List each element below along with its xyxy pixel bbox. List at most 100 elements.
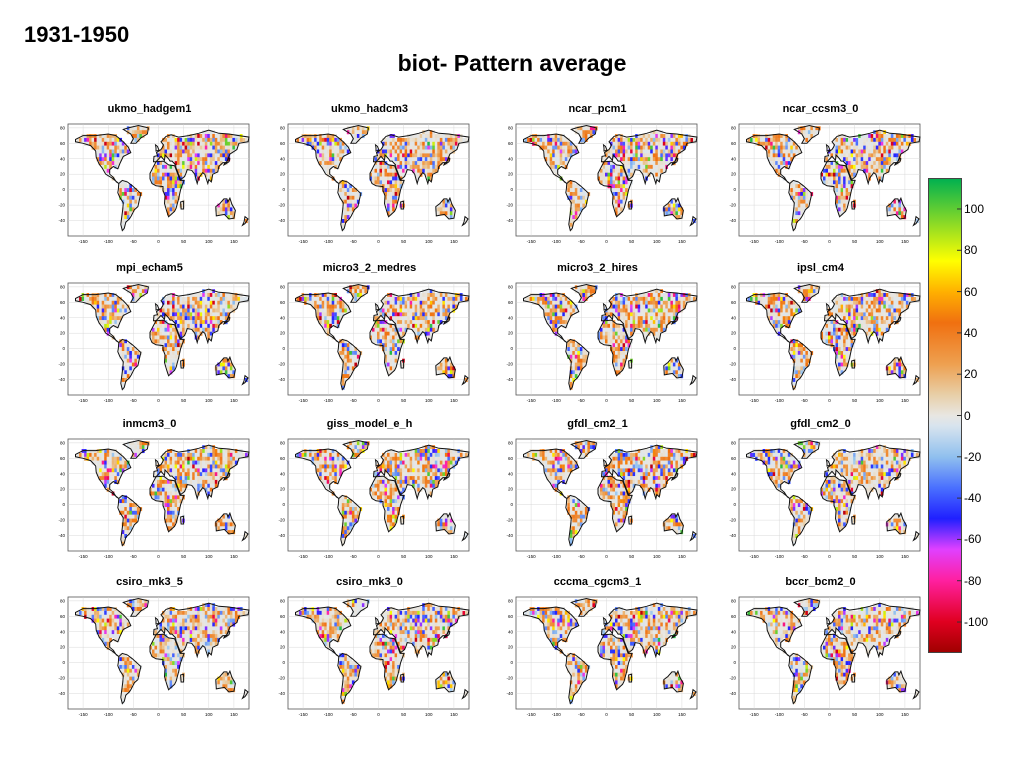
period-label: 1931-1950 (24, 22, 130, 47)
colorbar-tick-label: 40 (964, 325, 978, 340)
colorbar (928, 178, 962, 653)
lon-tick-label: 0 (157, 712, 160, 716)
lat-tick-label: 20 (508, 645, 514, 650)
lat-tick-label: 80 (731, 440, 737, 445)
biot-pattern-field (76, 441, 248, 546)
lat-tick-label: 60 (60, 456, 66, 461)
lat-tick-label: 20 (60, 487, 66, 492)
lon-tick-label: 150 (678, 239, 686, 243)
lat-tick-label: 20 (731, 645, 737, 650)
lon-tick-label: -50 (350, 712, 357, 716)
lon-tick-label: 0 (828, 398, 831, 402)
biot-pattern-field (747, 599, 919, 704)
map-panel-title: micro3_2_medres (322, 262, 417, 274)
coastlines (295, 124, 470, 232)
lat-tick-label: 20 (60, 645, 66, 650)
lat-tick-label: -40 (58, 218, 65, 223)
lat-tick-label: -20 (506, 676, 513, 681)
lon-tick-label: 0 (157, 398, 160, 402)
map-panel-title: csiro_mk3_0 (336, 576, 403, 588)
lon-tick-label: 0 (828, 239, 831, 243)
lon-tick-label: -150 (750, 398, 760, 402)
coastlines (295, 283, 470, 391)
lat-tick-label: -40 (278, 377, 285, 382)
coastlines (746, 124, 921, 232)
lat-tick-label: -40 (729, 691, 736, 696)
lat-tick-label: -20 (278, 518, 285, 523)
lat-tick-label: -20 (506, 362, 513, 367)
lat-tick-label: -40 (506, 691, 513, 696)
world-map: -150 -100 -50 0 50 100 150 80 60 40 20 0 -20 -40 (58, 282, 250, 402)
lat-tick-label: -40 (729, 377, 736, 382)
lat-tick-label: 40 (60, 629, 66, 634)
biot-pattern-field (76, 599, 248, 704)
lon-tick-label: -100 (775, 554, 785, 558)
lat-tick-label: 80 (60, 125, 66, 130)
lon-tick-label: -50 (801, 554, 808, 558)
coastlines (75, 439, 250, 547)
lon-tick-label: 150 (901, 398, 909, 402)
lon-tick-label: -50 (578, 712, 585, 716)
lon-tick-label: -150 (79, 554, 89, 558)
lon-tick-label: 100 (653, 554, 661, 558)
lon-tick-label: -100 (552, 712, 562, 716)
lat-tick-label: -40 (58, 691, 65, 696)
world-map: -150 -100 -50 0 50 100 150 80 60 40 20 0 -20 -40 (729, 596, 921, 716)
lon-tick-label: 150 (901, 239, 909, 243)
map-panel-title: ukmo_hadgem1 (107, 103, 192, 115)
lon-tick-label: 100 (205, 239, 213, 243)
lon-tick-label: 150 (450, 398, 458, 402)
lon-tick-label: 150 (450, 554, 458, 558)
lon-tick-label: 50 (629, 239, 635, 243)
lat-tick-label: 40 (731, 471, 737, 476)
lat-tick-label: 0 (733, 187, 736, 192)
lat-tick-label: 40 (280, 156, 286, 161)
lat-tick-label: 80 (731, 284, 737, 289)
map-panel: ncar_ccsm3_0 -150 -100 -50 0 50 100 150 80 60 40 20… (713, 103, 928, 243)
map-panel-title: bccr_bcm2_0 (785, 576, 856, 588)
lon-tick-label: -50 (350, 398, 357, 402)
page-title: biot- Pattern average (397, 50, 627, 76)
lon-tick-label: 0 (605, 398, 608, 402)
map-panel: ipsl_cm4 -150 -100 -50 0 50 100 150 80 60 40 20 0 -20… (713, 262, 928, 402)
lon-tick-label: 150 (230, 712, 238, 716)
lon-tick-label: -50 (130, 712, 137, 716)
lon-tick-label: -50 (350, 239, 357, 243)
lat-tick-label: -20 (58, 518, 65, 523)
map-panel-title: gfdl_cm2_1 (567, 418, 628, 430)
lat-tick-label: -20 (729, 676, 736, 681)
lon-tick-label: 100 (205, 554, 213, 558)
lon-tick-label: 50 (401, 398, 407, 402)
lon-tick-label: -100 (324, 554, 334, 558)
colorbar-tick-label: -80 (964, 573, 982, 588)
lon-tick-label: -150 (299, 239, 309, 243)
coastlines (746, 439, 921, 547)
map-panel: mpi_echam5 -150 -100 -50 0 50 100 150 80 60 40 20 0-… (42, 262, 257, 402)
lat-tick-label: -40 (58, 533, 65, 538)
lon-tick-label: -150 (750, 554, 760, 558)
lat-tick-label: 60 (60, 300, 66, 305)
coastlines (523, 597, 698, 705)
lon-tick-label: 100 (653, 239, 661, 243)
map-panel-title: ncar_ccsm3_0 (782, 103, 859, 115)
lat-tick-label: 20 (280, 645, 286, 650)
lon-tick-label: 0 (828, 554, 831, 558)
world-map: -150 -100 -50 0 50 100 150 80 60 40 20 0 -20 -40 (729, 438, 921, 558)
lon-tick-label: -50 (130, 398, 137, 402)
lat-tick-label: 0 (62, 346, 65, 351)
lon-tick-label: 150 (450, 239, 458, 243)
colorbar-tick-label: -20 (964, 449, 982, 464)
lon-tick-label: 150 (901, 712, 909, 716)
lat-tick-label: -40 (58, 377, 65, 382)
world-map: -150 -100 -50 0 50 100 150 80 60 40 20 0 -20 -40 (506, 596, 698, 716)
lat-tick-label: -20 (278, 676, 285, 681)
lon-tick-label: 150 (230, 239, 238, 243)
lat-tick-label: 0 (510, 187, 513, 192)
lat-tick-label: 0 (510, 660, 513, 665)
map-panel: csiro_mk3_0 -150 -100 -50 0 50 100 150 80 60 40 20 0… (262, 576, 477, 716)
lat-tick-label: 40 (60, 156, 66, 161)
map-panel-title: ncar_pcm1 (568, 103, 627, 115)
lon-tick-label: -50 (578, 554, 585, 558)
lat-tick-label: 80 (508, 125, 514, 130)
colorbar-tick-label: 100 (964, 201, 985, 216)
